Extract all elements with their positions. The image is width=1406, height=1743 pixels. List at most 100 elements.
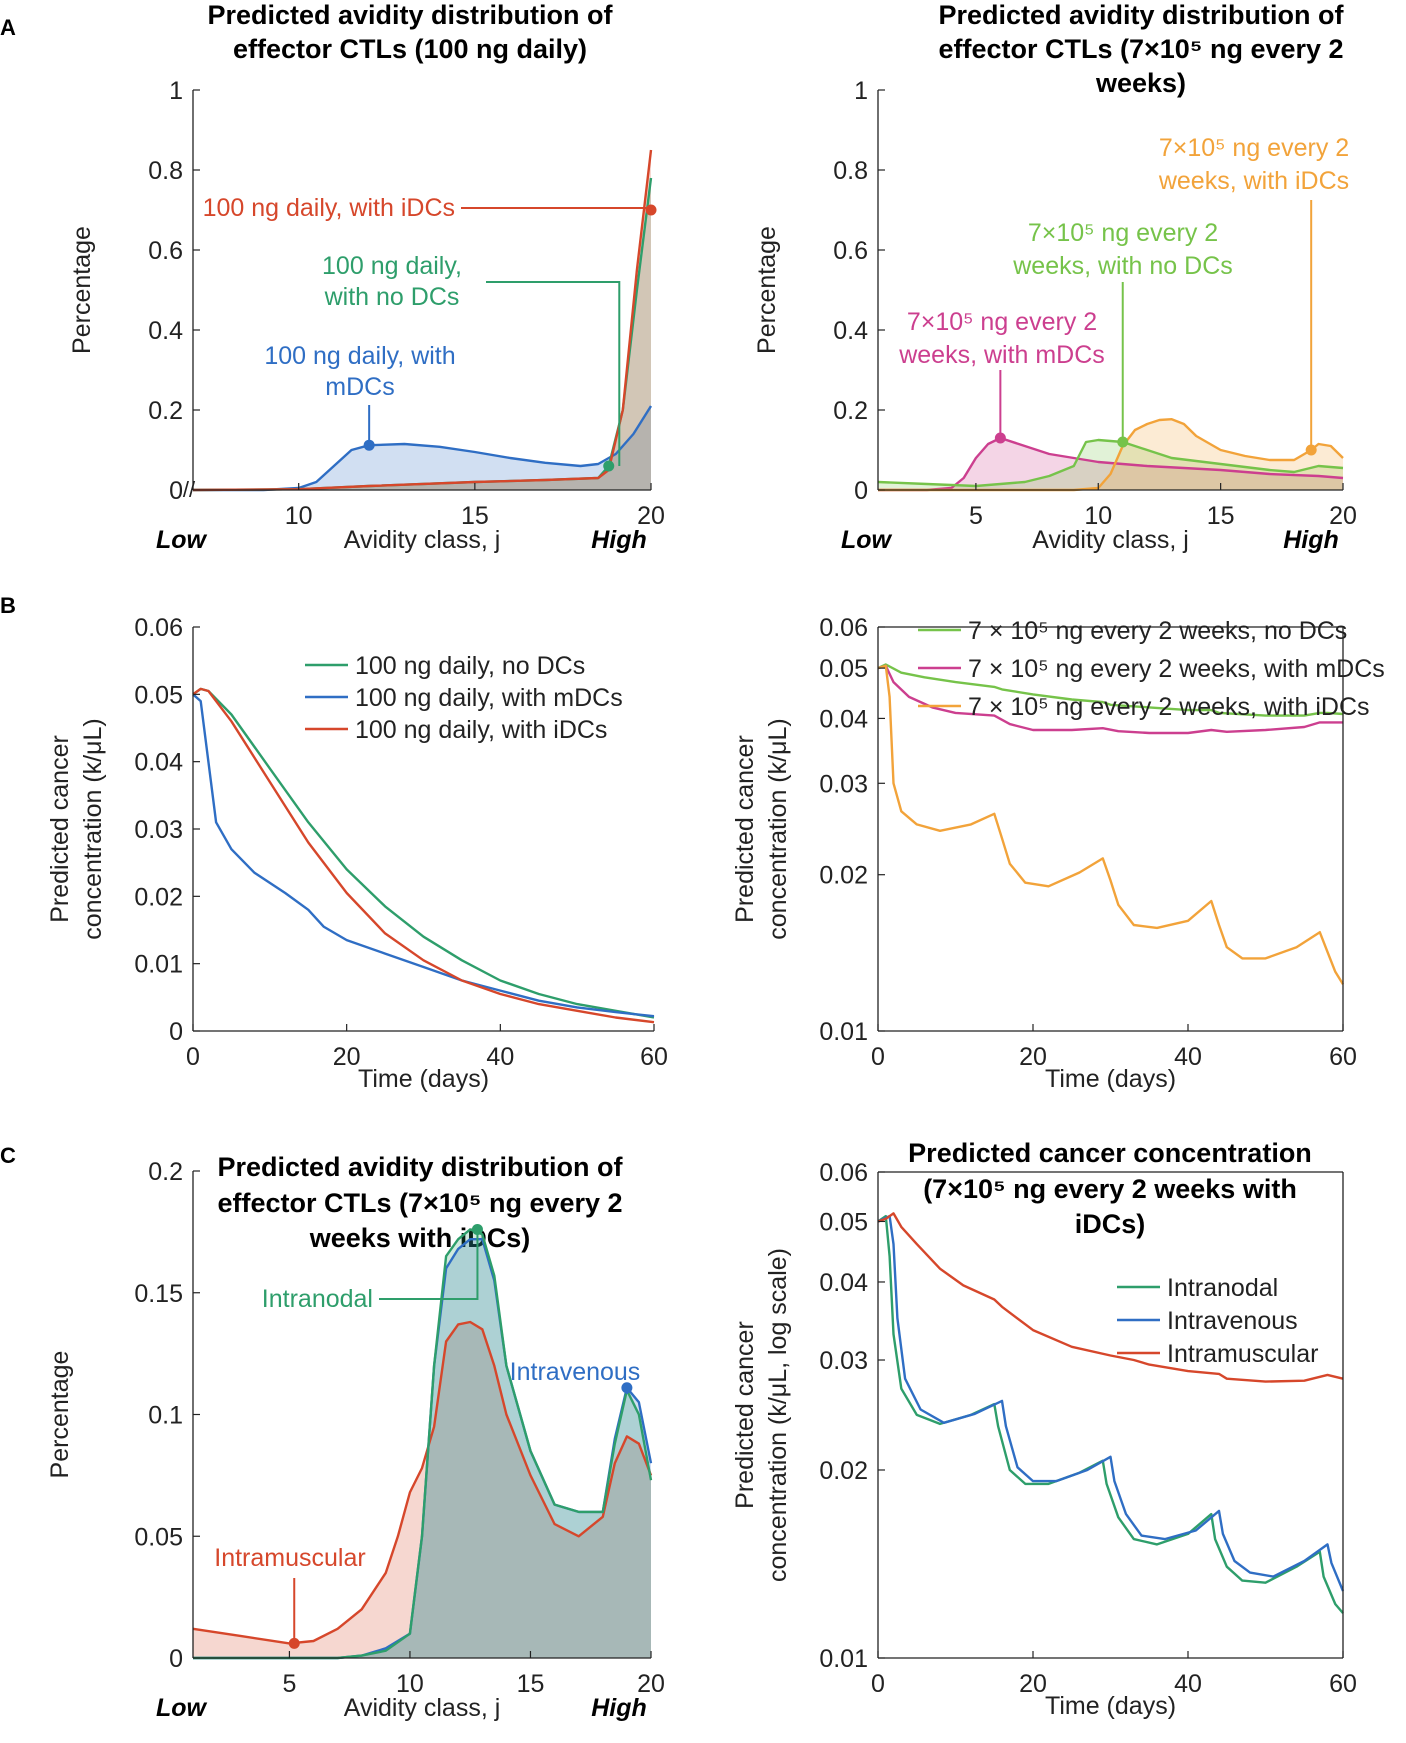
y-axis-label: Predicted cancer [731, 1321, 759, 1509]
chart-title: effector CTLs (100 ng daily) [233, 34, 587, 64]
x-tick-label: 40 [486, 1043, 514, 1071]
x-tick-label: 60 [1329, 1043, 1357, 1071]
legend-label: Intranodal [1167, 1274, 1278, 1302]
area-fill-3 [193, 1229, 651, 1658]
low-label: Low [156, 1694, 208, 1722]
annotation-label: weeks, with iDCs [1158, 167, 1349, 195]
annotation-marker [1117, 436, 1129, 448]
panel-label-b: B [0, 593, 16, 618]
x-tick-label: 20 [1019, 1670, 1047, 1698]
area-fill-1 [193, 1321, 651, 1658]
high-label: High [1283, 526, 1339, 554]
chart-c1: Predicted avidity distribution of effecto… [46, 1152, 665, 1722]
series-line-2 [192, 693, 655, 1018]
chart-b1: 0 0.01 0.02 0.03 0.04 0.05 0.06 0 20 40 60 Time (da… [46, 614, 668, 1093]
y-tick-label: 0.03 [134, 816, 183, 844]
x-axis-label: Avidity class, j [344, 526, 501, 554]
y-tick-label: 0.05 [819, 1208, 868, 1236]
legend-label: 7 × 10⁵ ng every 2 weeks, no DCs [968, 617, 1347, 645]
annotation-marker [645, 204, 657, 216]
y-axis-label: concentration (k/μL) [764, 718, 792, 939]
y-tick-label: 0.03 [819, 770, 868, 798]
annotation-marker [603, 460, 615, 472]
x-axis-label: Avidity class, j [1032, 526, 1189, 554]
y-axis-label: Percentage [46, 1351, 74, 1479]
y-tick-label: 0.02 [819, 862, 868, 890]
legend-label: 100 ng daily, with iDCs [355, 716, 607, 744]
x-tick-label: 5 [282, 1670, 296, 1698]
series-line-1 [877, 663, 1344, 717]
x-tick-label: 20 [1329, 502, 1357, 530]
chart-title: iDCs) [1075, 1209, 1146, 1239]
y-tick-label: 1 [854, 77, 868, 105]
panel-label-c: C [0, 1143, 16, 1168]
y-tick-label: 0.06 [819, 1159, 868, 1187]
y-tick-label: 0.1 [148, 1402, 183, 1430]
x-axis-label: Avidity class, j [344, 1694, 501, 1722]
y-tick-label: 0.04 [134, 749, 183, 777]
y-tick-label: 0.2 [148, 1158, 183, 1186]
y-tick-label: 0.04 [819, 1269, 868, 1297]
series-line-1 [192, 687, 655, 1019]
y-tick-label: 0.01 [819, 1018, 868, 1046]
area-fill-2 [193, 1239, 651, 1658]
y-axis-label: concentration (k/μL, log scale) [764, 1248, 792, 1582]
series-line-2 [877, 1214, 1345, 1592]
annotation-label: mDCs [325, 373, 394, 401]
y-tick-label: 0 [854, 477, 868, 505]
y-tick-label: 0.2 [833, 397, 868, 425]
annotation-marker [471, 1223, 483, 1235]
y-tick-label: 0.05 [134, 1523, 183, 1551]
chart-title: Predicted avidity distribution of [938, 0, 1344, 30]
annotation-label: Intravenous [510, 1358, 641, 1386]
y-axis-label: concentration (k/μL) [79, 718, 107, 939]
x-tick-label: 20 [1019, 1043, 1047, 1071]
annotation-leader [461, 207, 652, 210]
y-tick-label: 0.02 [819, 1457, 868, 1485]
y-tick-label: 0.05 [819, 655, 868, 683]
x-tick-label: 5 [969, 502, 983, 530]
annotation-label: with no DCs [324, 283, 460, 311]
annotation-label: 100 ng daily, with iDCs [203, 194, 455, 222]
y-tick-label: 0.04 [819, 705, 868, 733]
area-fill-3 [878, 419, 1343, 490]
y-tick-label: 0.02 [134, 883, 183, 911]
legend-label: 7 × 10⁵ ng every 2 weeks, with iDCs [968, 693, 1370, 721]
annotation-label: 7×10⁵ ng every 2 [907, 308, 1097, 336]
y-tick-label: 0 [169, 1018, 183, 1046]
x-axis-label: Time (days) [1045, 1692, 1176, 1720]
y-tick-label: 0.4 [148, 317, 183, 345]
x-tick-label: 40 [1174, 1043, 1202, 1071]
legend-label: 100 ng daily, with mDCs [355, 684, 623, 712]
chart-c2: Predicted cancer concentration (7×10⁵ ng … [731, 1138, 1357, 1720]
chart-b2: 0.01 0.02 0.03 0.04 0.05 0.06 0 20 40 60 Time (day… [731, 614, 1385, 1093]
low-label: Low [156, 526, 208, 554]
panel-label-a: A [0, 15, 16, 40]
x-tick-label: 10 [396, 1670, 424, 1698]
y-tick-label: 0.8 [148, 157, 183, 185]
x-tick-label: 0 [871, 1670, 885, 1698]
x-tick-label: 40 [1174, 1670, 1202, 1698]
chart-title: (7×10⁵ ng every 2 weeks with [923, 1174, 1297, 1204]
series-line-1 [877, 1214, 1344, 1614]
chart-title: weeks) [1095, 68, 1186, 98]
chart-title: Predicted avidity distribution of [207, 0, 613, 30]
annotation-marker [1305, 444, 1317, 456]
area-fill-1 [193, 406, 651, 490]
y-tick-label: 0.03 [819, 1347, 868, 1375]
chart-title: weeks with iDCs) [309, 1223, 531, 1253]
series-line-2 [877, 438, 1344, 488]
y-tick-label: 0.01 [819, 1645, 868, 1673]
y-axis-label: Predicted cancer [731, 735, 759, 923]
series-line-3 [877, 1212, 1344, 1383]
legend-label: 7 × 10⁵ ng every 2 weeks, with mDCs [968, 655, 1385, 683]
y-tick-label: 0.06 [819, 614, 868, 642]
annotation-marker [994, 432, 1006, 444]
chart-title: effector CTLs (7×10⁵ ng every 2 [938, 34, 1343, 64]
x-tick-label: 0 [871, 1043, 885, 1071]
annotation-label: 100 ng daily, [322, 252, 462, 280]
series-line-1 [192, 1320, 653, 1645]
x-tick-label: 60 [640, 1043, 668, 1071]
legend-label: 100 ng daily, no DCs [355, 652, 585, 680]
